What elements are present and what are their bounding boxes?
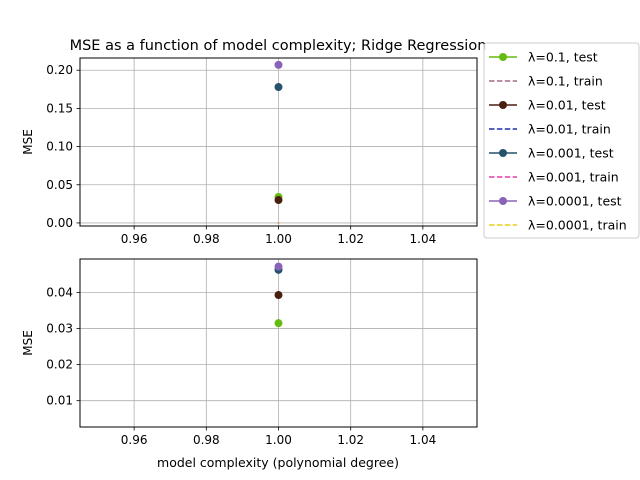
legend: λ=0.1, test λ=0.1, train λ=0.01, test λ=0.0…	[483, 42, 640, 239]
series--0-01-test	[274, 196, 283, 205]
series--0-1-test	[274, 319, 283, 328]
y-tick-label: 0.10	[46, 140, 73, 154]
top-y-ticks: 0.00 0.05 0.10 0.15 0.20	[46, 63, 80, 230]
legend-items: λ=0.1, test λ=0.1, train λ=0.01, test λ=0.0…	[489, 50, 627, 233]
test-point	[274, 60, 283, 69]
top-x-ticks: 0.96 0.98 1.00 1.02 1.04	[121, 226, 436, 246]
legend-label: λ=0.001, train	[528, 170, 619, 185]
x-tick-label: 0.96	[121, 232, 148, 246]
legend-label: λ=0.1, train	[528, 74, 603, 89]
bottom-gridlines	[80, 259, 477, 427]
test-point	[274, 319, 283, 328]
x-tick-label: 1.04	[410, 232, 437, 246]
legend-entry: λ=0.001, test	[489, 146, 614, 161]
top-plot-frame	[79, 57, 478, 227]
legend-marker-swatch	[499, 101, 507, 109]
test-point	[274, 196, 283, 205]
top-gridlines	[80, 58, 477, 226]
bottom-x-ticks: 0.96 0.98 1.00 1.02 1.04	[121, 427, 436, 447]
legend-label: λ=0.01, train	[528, 122, 611, 137]
test-point	[274, 83, 283, 92]
legend-entry: λ=0.01, train	[489, 122, 611, 137]
x-tick-label: 1.02	[337, 232, 364, 246]
legend-marker-swatch	[499, 197, 507, 205]
legend-marker-swatch	[499, 149, 507, 157]
y-tick-label: 0.01	[46, 394, 73, 408]
series--0-0001-test	[274, 262, 283, 271]
legend-label: λ=0.0001, test	[528, 194, 622, 209]
bottom-y-ticks: 0.01 0.02 0.03 0.04	[46, 286, 80, 408]
top-subplot: MSE as a function of model complexity; R…	[21, 38, 486, 246]
x-tick-label: 1.00	[265, 433, 292, 447]
test-point	[274, 291, 283, 300]
legend-marker-swatch	[499, 53, 507, 61]
top-data-marks	[274, 60, 283, 224]
bottom-y-axis-label: MSE	[21, 330, 35, 356]
legend-entry: λ=0.01, test	[489, 98, 606, 113]
legend-entry: λ=0.0001, train	[489, 218, 627, 233]
y-tick-label: 0.02	[46, 358, 73, 372]
series--0-001-test	[274, 83, 283, 92]
test-point	[274, 262, 283, 271]
legend-label: λ=0.001, test	[528, 146, 614, 161]
x-tick-label: 1.02	[337, 433, 364, 447]
legend-entry: λ=0.001, train	[489, 170, 619, 185]
top-y-axis-label: MSE	[21, 129, 35, 155]
y-tick-label: 0.00	[46, 216, 73, 230]
series--0-01-test	[274, 291, 283, 300]
x-tick-label: 1.04	[410, 433, 437, 447]
legend-entry: λ=0.0001, test	[489, 194, 622, 209]
legend-entry: λ=0.1, train	[489, 74, 603, 89]
x-tick-label: 0.96	[121, 433, 148, 447]
series--0-0001-train	[277, 222, 280, 224]
bottom-data-marks	[274, 262, 283, 328]
top-chart-title: MSE as a function of model complexity; R…	[70, 38, 487, 54]
x-tick-label: 0.98	[193, 232, 220, 246]
train-point	[277, 222, 280, 224]
x-tick-label: 1.00	[265, 232, 292, 246]
y-tick-label: 0.05	[46, 178, 73, 192]
legend-label: λ=0.01, test	[528, 98, 606, 113]
legend-box	[483, 42, 640, 239]
y-tick-label: 0.15	[46, 101, 73, 115]
y-tick-label: 0.20	[46, 63, 73, 77]
x-tick-label: 0.98	[193, 433, 220, 447]
y-tick-label: 0.04	[46, 286, 73, 300]
legend-label: λ=0.0001, train	[528, 218, 627, 233]
y-tick-label: 0.03	[46, 322, 73, 336]
bottom-subplot: MSE model complexity (polynomial degree)…	[21, 258, 478, 470]
bottom-x-axis-label: model complexity (polynomial degree)	[157, 455, 399, 470]
legend-entry: λ=0.1, test	[489, 50, 598, 65]
legend-label: λ=0.1, test	[528, 50, 598, 65]
bottom-plot-frame	[79, 258, 478, 428]
series--0-0001-test	[274, 60, 283, 69]
